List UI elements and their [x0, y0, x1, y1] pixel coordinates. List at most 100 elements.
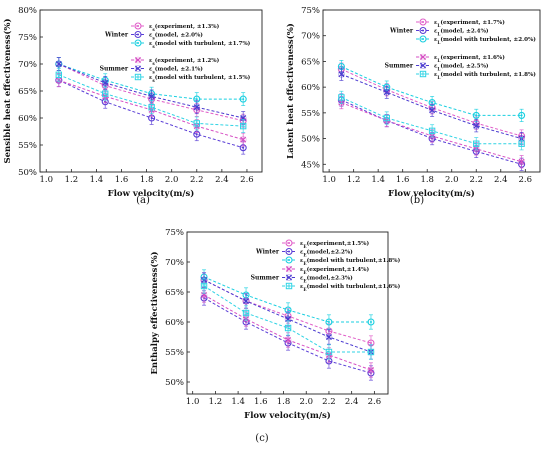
data-point — [518, 111, 526, 119]
legend-marker — [285, 239, 293, 247]
data-point-ring — [367, 366, 375, 374]
x-tick-label: 1.8 — [420, 175, 434, 185]
legend-marker-dot — [137, 25, 139, 27]
data-point — [285, 336, 292, 344]
data-point-ring — [101, 79, 109, 87]
legend-season-label: Summer — [385, 63, 414, 70]
legend-marker — [134, 39, 142, 47]
legend-marker-plus — [421, 72, 425, 76]
x-tick-label: 1.8 — [140, 175, 154, 185]
x-tick-label: 1.0 — [40, 175, 54, 185]
data-point-plus — [519, 141, 524, 146]
legend-marker — [134, 30, 142, 39]
data-point-dot — [327, 321, 330, 323]
data-point — [240, 136, 247, 143]
y-tick-label: 60% — [18, 114, 37, 124]
data-point-dot — [340, 65, 343, 68]
data-point-plus — [194, 121, 199, 126]
data-point — [325, 318, 333, 326]
data-point-ring — [55, 60, 63, 68]
data-point — [367, 318, 375, 326]
data-point — [367, 366, 374, 374]
legend-marker — [285, 274, 293, 281]
data-point — [243, 297, 250, 305]
legend-label: εs(experiment, ±1.3%) — [149, 23, 220, 32]
series-line — [341, 99, 522, 165]
data-point-plus — [202, 284, 207, 288]
x-tick-label: 1.4 — [90, 175, 104, 185]
data-point-ring — [239, 136, 247, 143]
data-point — [367, 348, 375, 356]
legend-label: εE(model with turbulent,±1.8%) — [300, 257, 401, 266]
plot-frame — [322, 9, 541, 173]
x-tick-label: 2.0 — [165, 175, 179, 185]
legend-marker-dot — [288, 259, 290, 261]
series-line — [203, 285, 371, 353]
y-tick-label: 70% — [18, 60, 37, 70]
data-point-ring — [338, 70, 345, 78]
chart-panel-2: 1.0 1.2 1.4 1.6 1.8 2.0 2.2 2.4 2.6 45% 50% 55% 60% 6… — [285, 6, 541, 206]
x-tick-label: 1.0 — [322, 175, 336, 185]
legend-label: εs(model with turbulent, ±1.5%) — [149, 74, 251, 83]
data-point-plus — [368, 350, 373, 354]
legend-marker — [285, 265, 293, 273]
data-point-ring — [325, 333, 333, 341]
x-tick-label: 1.6 — [254, 397, 268, 407]
series-6 — [200, 278, 375, 360]
series-line — [341, 68, 522, 137]
legend-label: εE(model,±2.3%) — [300, 275, 353, 284]
legend-marker-dot — [422, 38, 424, 40]
legend-marker — [285, 247, 293, 256]
x-axis-label: Flow velocity(m/s) — [108, 188, 195, 199]
legend: εL(experiment, ±1.7%)εL(model, ±2.4%)εL(… — [385, 18, 536, 80]
y-axis-label: Latent heat effectiveness(%) — [285, 23, 296, 159]
legend-marker-dot — [422, 21, 424, 23]
data-point-ring — [472, 122, 480, 130]
x-tick-label: 1.6 — [396, 175, 410, 185]
y-tick-label: 50% — [301, 135, 320, 145]
legend-marker — [419, 35, 427, 43]
legend-label: εs(model, ±2.0%) — [149, 32, 203, 41]
data-point-ring — [242, 297, 250, 305]
x-tick-label: 1.8 — [277, 397, 291, 407]
legend-marker-dot — [137, 33, 139, 36]
legend-marker — [134, 22, 142, 30]
legend-marker-ring — [134, 56, 142, 64]
data-point-plus — [430, 128, 435, 133]
data-point — [383, 89, 390, 96]
x-tick-label: 2.0 — [299, 397, 313, 407]
legend: εE(experiment,±1.5%)εE(model,±2.2%)εE(mo… — [251, 239, 401, 292]
y-tick-label: 75% — [165, 228, 184, 238]
y-tick-label: 50% — [18, 168, 37, 178]
data-point — [55, 60, 62, 68]
x-tick-label: 1.2 — [209, 397, 223, 407]
data-point — [473, 140, 480, 147]
data-point-dot — [242, 98, 245, 101]
data-point — [148, 104, 155, 111]
legend-label: εs(model, ±2.1%) — [149, 66, 203, 75]
data-point-dot — [150, 117, 153, 119]
y-tick-label: 55% — [301, 109, 320, 119]
legend-marker-dot — [288, 250, 290, 253]
data-point-plus — [326, 350, 331, 354]
data-point-plus — [56, 72, 61, 77]
legend-marker — [419, 62, 427, 69]
y-axis-label: Sensible heat effectiveness(%) — [2, 18, 13, 163]
data-point-plus — [286, 326, 291, 330]
x-tick-label: 1.2 — [347, 175, 361, 185]
y-tick-label: 60% — [165, 318, 184, 328]
chart-panel-1: 1.0 1.2 1.4 1.6 1.8 2.0 2.2 2.4 2.6 50% 55% 60% 65% 7… — [2, 6, 263, 206]
data-point — [102, 90, 109, 97]
data-point — [428, 127, 436, 135]
data-point — [239, 95, 247, 103]
panel-caption: (c) — [255, 433, 269, 444]
data-point-dot — [195, 98, 198, 101]
legend-marker-dot — [422, 29, 424, 32]
legend-season-label: Winter — [389, 28, 414, 35]
legend-label: εL(model, ±2.4%) — [434, 28, 489, 37]
data-point — [429, 107, 436, 114]
x-tick-label: 2.4 — [494, 175, 508, 185]
plot-frame — [186, 231, 389, 395]
legend-marker-plus — [287, 284, 291, 288]
legend-season-label: Summer — [251, 275, 280, 282]
